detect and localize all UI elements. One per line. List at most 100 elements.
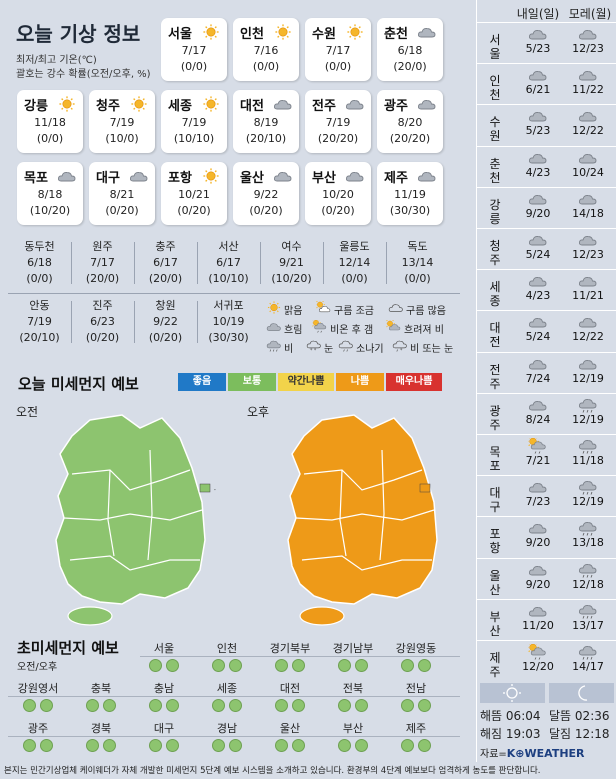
forecast-temp: 9/20 — [525, 206, 551, 220]
cloud-icon — [345, 168, 365, 184]
column-divider — [134, 301, 135, 343]
city-card-0: 서울 7/17 (0/0) — [161, 18, 227, 81]
city-card-9: 광주 8/20 (20/20) — [377, 90, 443, 153]
small-city-small_cities_row2-3: 서귀포 10/19 (30/30) — [197, 297, 260, 346]
small-city-temp: 9/21 — [279, 256, 304, 269]
legend-label: 비 또는 눈 — [410, 343, 454, 355]
legend-item-1: 구름 조금 — [315, 299, 374, 317]
suncloud-icon — [315, 299, 334, 317]
forecast-city: 부산 — [489, 609, 501, 638]
cloud-icon — [566, 356, 610, 372]
small-city-prob: (10/20) — [271, 272, 312, 285]
source: 자료=K⊕WEATHER — [480, 745, 585, 760]
fine-dust-region: 경북 — [90, 722, 112, 735]
small-city-temp: 9/22 — [153, 315, 178, 328]
header-tomorrow: 내일(일) — [516, 7, 560, 21]
cloud-icon — [516, 356, 560, 372]
column-divider — [260, 242, 261, 284]
forecast-temp: 13/18 — [572, 536, 604, 550]
forecast-cell-d1: 5/24 — [516, 232, 560, 261]
forecast-cell-d2: 12/19 — [566, 479, 610, 508]
fine-dust-dots — [260, 699, 320, 712]
fine-dust-region: 광주 — [27, 722, 49, 735]
forecast-city: 전주 — [489, 362, 501, 391]
city-temp: 8/19 — [253, 116, 279, 129]
city-prob: (30/30) — [389, 204, 431, 217]
fine-dust-dots — [386, 739, 446, 752]
moon-times: 달뜸 02:36 달짐 12:18 — [549, 707, 610, 743]
fine-dust-dots — [8, 699, 68, 712]
rain-icon — [566, 479, 610, 495]
fine-dust-dots — [8, 739, 68, 752]
am-level-dot — [401, 739, 414, 752]
forecast-temp: 12/22 — [572, 330, 604, 344]
city-prob: (0/20) — [177, 204, 211, 217]
sun-rain-icon — [516, 644, 560, 660]
small-city-prob: (20/0) — [85, 272, 120, 285]
fine-dust-region: 인천 — [216, 642, 238, 655]
fine-dust-region: 강원영동 — [395, 642, 437, 655]
pm-level-dot — [40, 739, 53, 752]
cloud-icon — [566, 232, 610, 248]
am-level-dot — [149, 659, 162, 672]
dust-level-0: 좋음 — [178, 373, 226, 391]
fine-dust-sub: 오전/오후 — [17, 662, 58, 673]
header-after: 모레(월) — [568, 7, 612, 21]
forecast-row-divider — [477, 434, 616, 435]
city-name: 대구 — [96, 171, 120, 186]
dust-level-1: 보통 — [228, 373, 276, 391]
forecast-city: 강릉 — [489, 197, 501, 226]
city-name: 제주 — [384, 171, 408, 186]
forecast-cell-d2: 12/23 — [566, 232, 610, 261]
forecast-temp: 7/24 — [525, 371, 551, 385]
pm-level-dot — [418, 739, 431, 752]
small-city-temp: 12/14 — [338, 256, 371, 269]
small-city-name: 원주 — [92, 240, 113, 253]
city-card-11: 대구 8/21 (0/20) — [89, 162, 155, 225]
city-temp: 9/22 — [253, 188, 279, 201]
city-prob: (0/0) — [36, 132, 64, 145]
small-city-name: 서산 — [218, 240, 239, 253]
forecast-cell-d2: 12/18 — [566, 562, 610, 591]
small-city-prob: (10/10) — [208, 272, 249, 285]
cloud-icon — [345, 96, 365, 112]
forecast-cell-d2: 14/17 — [566, 644, 610, 673]
pm-level-dot — [355, 699, 368, 712]
pm-level-dot — [418, 659, 431, 672]
fine-dust-dots — [197, 659, 257, 672]
forecast-row-divider — [477, 104, 616, 106]
city-card-12: 포항 10/21 (0/20) — [161, 162, 227, 225]
cloud-icon — [516, 108, 560, 124]
fine-dust-divider — [140, 656, 460, 657]
forecast-row-divider — [477, 516, 616, 518]
forecast-temp: 5/24 — [525, 248, 551, 261]
cloud-icon — [516, 191, 560, 207]
forecast-temp: 12/23 — [572, 42, 604, 55]
cloud-icon — [566, 26, 610, 42]
fine-dust-region: 대전 — [279, 682, 301, 695]
fine-dust-dots — [134, 659, 194, 672]
column-divider — [197, 242, 198, 284]
cloud-icon — [566, 108, 610, 124]
fine-dust-region: 세종 — [216, 682, 238, 695]
small-city-temp: 6/17 — [153, 256, 178, 269]
small-city-small_cities_row2-0: 안동 7/19 (20/10) — [8, 297, 71, 346]
forecast-temp: 14/18 — [572, 206, 604, 220]
city-prob: (20/20) — [389, 132, 431, 145]
city-name: 부산 — [312, 171, 336, 186]
dust-map-am: ⸱ — [55, 414, 216, 626]
fine-dust-region: 부산 — [342, 722, 364, 735]
city-card-15: 제주 11/19 (30/30) — [377, 162, 443, 225]
small-city-name: 동두천 — [24, 240, 55, 253]
sun-cloud-after-icon — [385, 318, 404, 336]
forecast-row-divider — [477, 351, 616, 353]
map-am-label: 오전 — [16, 405, 39, 419]
forecast-row-divider — [477, 228, 616, 229]
forecast-cell-d1: 4/23 — [516, 150, 560, 179]
fine-dust-dots — [260, 659, 320, 672]
legend-item-3: 흐림 — [266, 320, 302, 336]
dust-level-2: 약간나쁨 — [278, 373, 334, 391]
small-city-small_cities_row1-2: 충주 6/17 (20/0) — [134, 238, 197, 287]
forecast-temp: 6/21 — [525, 83, 551, 97]
sun-rain-icon — [311, 317, 330, 336]
